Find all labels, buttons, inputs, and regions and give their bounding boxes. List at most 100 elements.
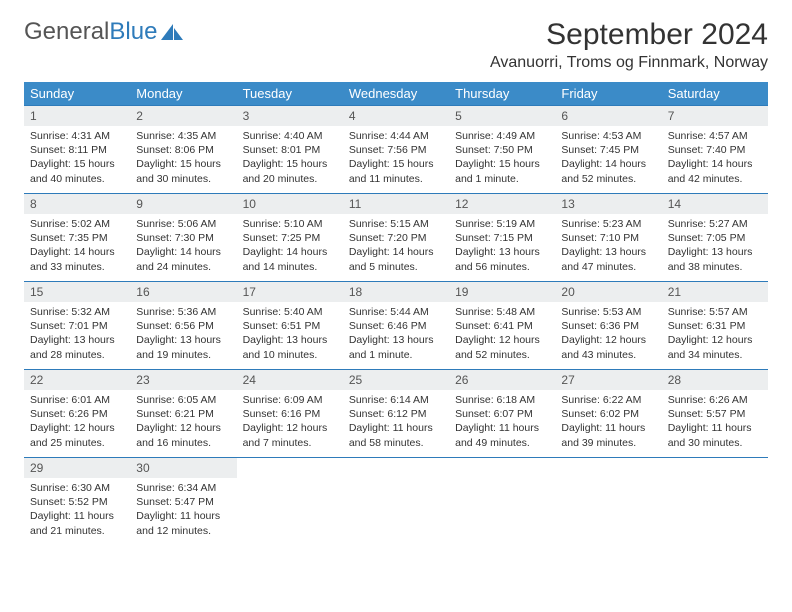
calendar-cell: 24Sunrise: 6:09 AMSunset: 6:16 PMDayligh… — [237, 370, 343, 458]
calendar-cell: 15Sunrise: 5:32 AMSunset: 7:01 PMDayligh… — [24, 282, 130, 370]
calendar-cell: 26Sunrise: 6:18 AMSunset: 6:07 PMDayligh… — [449, 370, 555, 458]
calendar-cell: 2Sunrise: 4:35 AMSunset: 8:06 PMDaylight… — [130, 106, 236, 194]
day-number: 1 — [24, 106, 130, 126]
title-block: September 2024 Avanuorri, Troms og Finnm… — [490, 18, 768, 72]
calendar-row: 29Sunrise: 6:30 AMSunset: 5:52 PMDayligh… — [24, 458, 768, 546]
day-data: Sunrise: 4:35 AMSunset: 8:06 PMDaylight:… — [130, 126, 236, 192]
day-data: Sunrise: 5:48 AMSunset: 6:41 PMDaylight:… — [449, 302, 555, 368]
calendar-cell: 7Sunrise: 4:57 AMSunset: 7:40 PMDaylight… — [662, 106, 768, 194]
brand-logo: GeneralBlue — [24, 18, 185, 46]
calendar-cell: .. — [662, 458, 768, 546]
calendar-cell: .. — [449, 458, 555, 546]
day-number: 7 — [662, 106, 768, 126]
calendar-cell: 16Sunrise: 5:36 AMSunset: 6:56 PMDayligh… — [130, 282, 236, 370]
calendar-table: Sunday Monday Tuesday Wednesday Thursday… — [24, 82, 768, 546]
day-data: Sunrise: 6:14 AMSunset: 6:12 PMDaylight:… — [343, 390, 449, 456]
day-number: 3 — [237, 106, 343, 126]
calendar-cell: 21Sunrise: 5:57 AMSunset: 6:31 PMDayligh… — [662, 282, 768, 370]
weekday-header: Tuesday — [237, 82, 343, 106]
calendar-cell: 20Sunrise: 5:53 AMSunset: 6:36 PMDayligh… — [555, 282, 661, 370]
day-data: Sunrise: 5:44 AMSunset: 6:46 PMDaylight:… — [343, 302, 449, 368]
day-number: 16 — [130, 282, 236, 302]
day-data: Sunrise: 5:15 AMSunset: 7:20 PMDaylight:… — [343, 214, 449, 280]
calendar-cell: 30Sunrise: 6:34 AMSunset: 5:47 PMDayligh… — [130, 458, 236, 546]
day-number: 23 — [130, 370, 236, 390]
calendar-cell: .. — [555, 458, 661, 546]
day-data: Sunrise: 5:32 AMSunset: 7:01 PMDaylight:… — [24, 302, 130, 368]
day-number: 27 — [555, 370, 661, 390]
day-number: 11 — [343, 194, 449, 214]
brand-part1: General — [24, 18, 109, 46]
day-number: 4 — [343, 106, 449, 126]
day-number: 22 — [24, 370, 130, 390]
calendar-cell: 17Sunrise: 5:40 AMSunset: 6:51 PMDayligh… — [237, 282, 343, 370]
day-number: 12 — [449, 194, 555, 214]
day-data: Sunrise: 6:22 AMSunset: 6:02 PMDaylight:… — [555, 390, 661, 456]
weekday-header: Friday — [555, 82, 661, 106]
day-data: Sunrise: 5:53 AMSunset: 6:36 PMDaylight:… — [555, 302, 661, 368]
day-data: Sunrise: 5:23 AMSunset: 7:10 PMDaylight:… — [555, 214, 661, 280]
calendar-cell: 28Sunrise: 6:26 AMSunset: 5:57 PMDayligh… — [662, 370, 768, 458]
weekday-header: Monday — [130, 82, 236, 106]
weekday-header: Thursday — [449, 82, 555, 106]
calendar-cell: 5Sunrise: 4:49 AMSunset: 7:50 PMDaylight… — [449, 106, 555, 194]
day-data: Sunrise: 5:10 AMSunset: 7:25 PMDaylight:… — [237, 214, 343, 280]
day-number: 20 — [555, 282, 661, 302]
day-number: 24 — [237, 370, 343, 390]
month-title: September 2024 — [490, 18, 768, 52]
day-number: 6 — [555, 106, 661, 126]
weekday-header: Sunday — [24, 82, 130, 106]
day-data: Sunrise: 5:57 AMSunset: 6:31 PMDaylight:… — [662, 302, 768, 368]
calendar-row: 22Sunrise: 6:01 AMSunset: 6:26 PMDayligh… — [24, 370, 768, 458]
day-data: Sunrise: 5:36 AMSunset: 6:56 PMDaylight:… — [130, 302, 236, 368]
day-number: 28 — [662, 370, 768, 390]
day-number: 19 — [449, 282, 555, 302]
calendar-cell: 11Sunrise: 5:15 AMSunset: 7:20 PMDayligh… — [343, 194, 449, 282]
calendar-cell: 3Sunrise: 4:40 AMSunset: 8:01 PMDaylight… — [237, 106, 343, 194]
calendar-cell: 18Sunrise: 5:44 AMSunset: 6:46 PMDayligh… — [343, 282, 449, 370]
day-data: Sunrise: 4:31 AMSunset: 8:11 PMDaylight:… — [24, 126, 130, 192]
day-number: 25 — [343, 370, 449, 390]
calendar-cell: 25Sunrise: 6:14 AMSunset: 6:12 PMDayligh… — [343, 370, 449, 458]
weekday-header: Saturday — [662, 82, 768, 106]
calendar-cell: 10Sunrise: 5:10 AMSunset: 7:25 PMDayligh… — [237, 194, 343, 282]
day-data: Sunrise: 5:06 AMSunset: 7:30 PMDaylight:… — [130, 214, 236, 280]
day-number: 14 — [662, 194, 768, 214]
day-number: 8 — [24, 194, 130, 214]
day-number: 17 — [237, 282, 343, 302]
day-number: 30 — [130, 458, 236, 478]
calendar-cell: 14Sunrise: 5:27 AMSunset: 7:05 PMDayligh… — [662, 194, 768, 282]
weekday-row: Sunday Monday Tuesday Wednesday Thursday… — [24, 82, 768, 106]
day-number: 9 — [130, 194, 236, 214]
day-data: Sunrise: 4:53 AMSunset: 7:45 PMDaylight:… — [555, 126, 661, 192]
calendar-cell: 6Sunrise: 4:53 AMSunset: 7:45 PMDaylight… — [555, 106, 661, 194]
day-data: Sunrise: 5:02 AMSunset: 7:35 PMDaylight:… — [24, 214, 130, 280]
calendar-cell: 4Sunrise: 4:44 AMSunset: 7:56 PMDaylight… — [343, 106, 449, 194]
day-data: Sunrise: 6:01 AMSunset: 6:26 PMDaylight:… — [24, 390, 130, 456]
calendar-row: 15Sunrise: 5:32 AMSunset: 7:01 PMDayligh… — [24, 282, 768, 370]
day-data: Sunrise: 6:34 AMSunset: 5:47 PMDaylight:… — [130, 478, 236, 544]
calendar-cell: .. — [237, 458, 343, 546]
calendar-cell: 23Sunrise: 6:05 AMSunset: 6:21 PMDayligh… — [130, 370, 236, 458]
calendar-cell: 12Sunrise: 5:19 AMSunset: 7:15 PMDayligh… — [449, 194, 555, 282]
day-data: Sunrise: 6:09 AMSunset: 6:16 PMDaylight:… — [237, 390, 343, 456]
day-number: 15 — [24, 282, 130, 302]
calendar-cell: 29Sunrise: 6:30 AMSunset: 5:52 PMDayligh… — [24, 458, 130, 546]
day-number: 13 — [555, 194, 661, 214]
day-data: Sunrise: 6:05 AMSunset: 6:21 PMDaylight:… — [130, 390, 236, 456]
day-number: 26 — [449, 370, 555, 390]
calendar-cell: 1Sunrise: 4:31 AMSunset: 8:11 PMDaylight… — [24, 106, 130, 194]
day-data: Sunrise: 4:57 AMSunset: 7:40 PMDaylight:… — [662, 126, 768, 192]
day-data: Sunrise: 4:44 AMSunset: 7:56 PMDaylight:… — [343, 126, 449, 192]
weekday-header: Wednesday — [343, 82, 449, 106]
brand-sail-icon — [159, 22, 185, 42]
calendar-row: 1Sunrise: 4:31 AMSunset: 8:11 PMDaylight… — [24, 106, 768, 194]
calendar-cell: .. — [343, 458, 449, 546]
day-data: Sunrise: 6:26 AMSunset: 5:57 PMDaylight:… — [662, 390, 768, 456]
day-number: 2 — [130, 106, 236, 126]
day-data: Sunrise: 5:27 AMSunset: 7:05 PMDaylight:… — [662, 214, 768, 280]
day-number: 18 — [343, 282, 449, 302]
calendar-cell: 27Sunrise: 6:22 AMSunset: 6:02 PMDayligh… — [555, 370, 661, 458]
brand-part2: Blue — [109, 18, 157, 46]
calendar-cell: 19Sunrise: 5:48 AMSunset: 6:41 PMDayligh… — [449, 282, 555, 370]
